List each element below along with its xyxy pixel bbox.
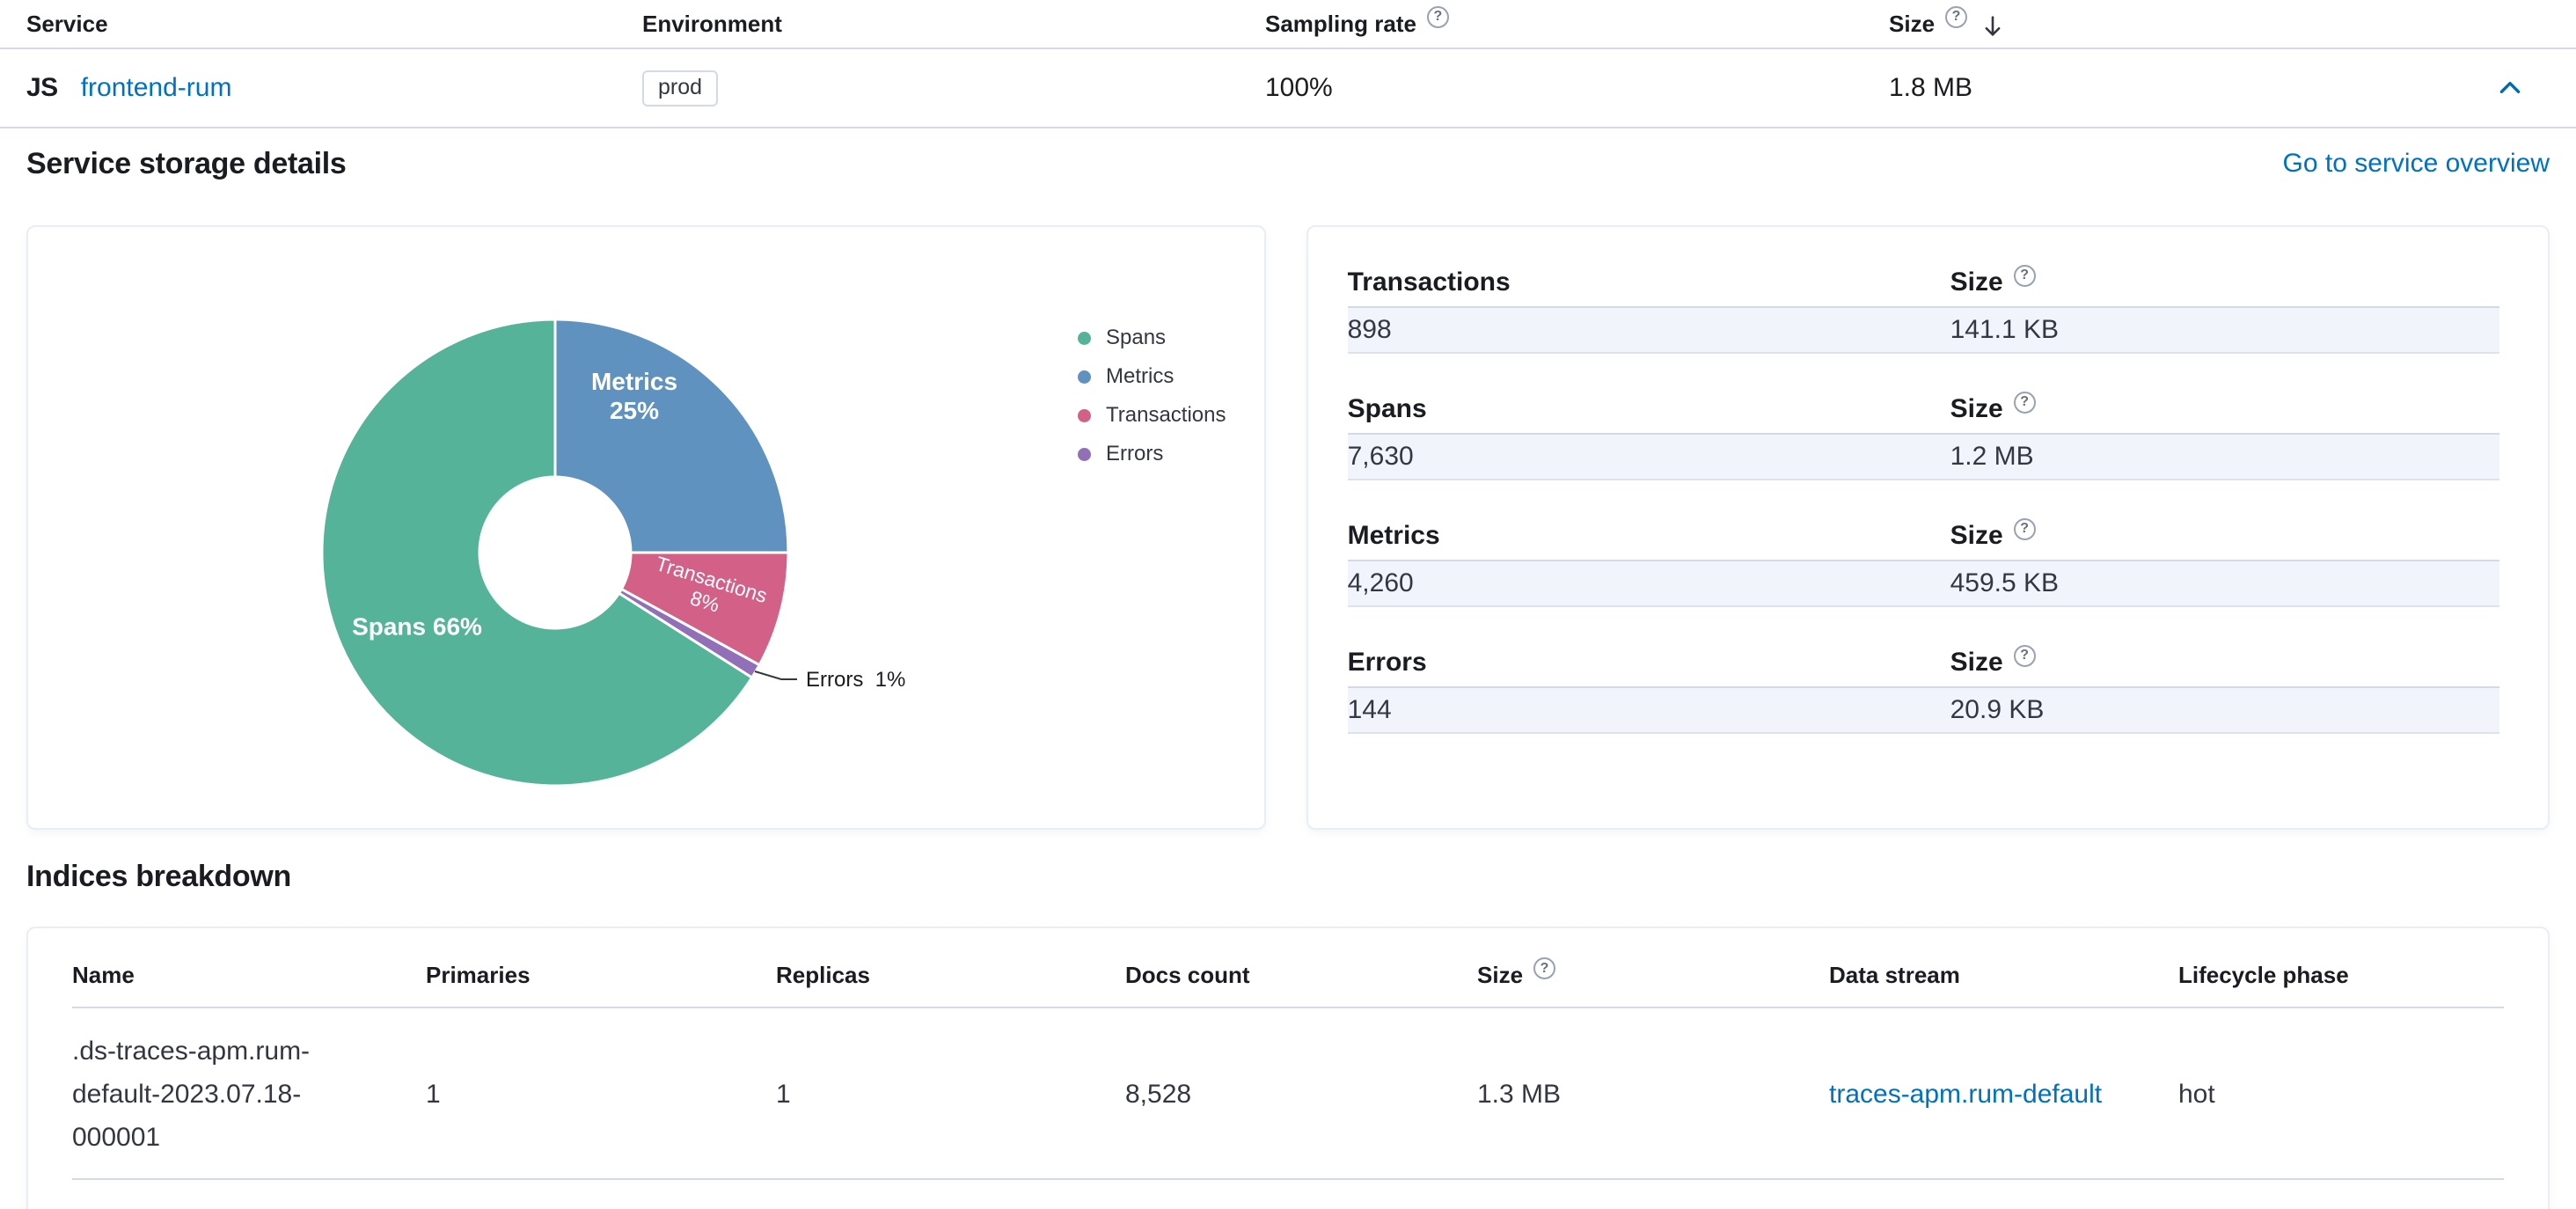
indices-table-header: Name Primaries Replicas Docs count Size … xyxy=(72,957,2504,1008)
legend-dot xyxy=(1078,370,1091,384)
stat-size: 141.1 KB xyxy=(1950,315,2060,344)
stat-count: 4,260 xyxy=(1347,568,1414,597)
col-replicas: Replicas xyxy=(776,962,870,988)
col-lifecycle-phase: Lifecycle phase xyxy=(2178,962,2349,988)
sort-descending-icon xyxy=(1985,16,2001,36)
docs-count-cell: 8,528 xyxy=(1125,1079,1192,1109)
page-title: Service storage details xyxy=(26,146,347,180)
data-stream-link[interactable]: traces-apm.rum-default xyxy=(1829,1079,2103,1109)
donut-slice-spans[interactable] xyxy=(320,318,754,788)
stat-row: 4,260 459.5 KB xyxy=(1347,561,2499,607)
stat-row: 7,630 1.2 MB xyxy=(1347,435,2499,480)
stat-count: 144 xyxy=(1347,695,1392,724)
stat-size-header: Size xyxy=(1950,517,2499,551)
environment-cell: prod xyxy=(642,70,1265,106)
table-row: .ds-traces-apm.rum-default-2023.07.18-00… xyxy=(72,1008,2504,1180)
legend-dot xyxy=(1078,331,1091,345)
question-in-circle-icon[interactable] xyxy=(1533,957,1556,979)
sampling-rate-cell: 100% xyxy=(1265,73,1333,102)
primaries-cell: 1 xyxy=(426,1079,441,1109)
storage-donut-chart[interactable] xyxy=(28,227,1266,828)
stat-table-metrics: Metrics Size 4,260 459.5 KB xyxy=(1347,517,2499,607)
question-in-circle-icon[interactable] xyxy=(1426,5,1449,28)
lifecycle-phase-cell: hot xyxy=(2178,1079,2215,1109)
service-cell: JS frontend-rum xyxy=(26,73,642,103)
stat-row: 898 141.1 KB xyxy=(1347,308,2499,354)
col-data-stream: Data stream xyxy=(1829,962,1960,988)
size-cell: 1.3 MB xyxy=(1477,1079,1562,1109)
legend-label: Transactions xyxy=(1106,403,1226,427)
question-in-circle-icon[interactable] xyxy=(2013,517,2036,540)
stat-label: Spans xyxy=(1347,394,1427,423)
col-sampling-rate: Sampling rate xyxy=(1265,5,1889,38)
service-link[interactable]: frontend-rum xyxy=(80,73,232,102)
stat-size-header: Size xyxy=(1950,391,2499,424)
storage-donut-panel: Metrics 25% Spans 66% Transactions 8% Erro… xyxy=(26,225,1266,830)
legend-item-spans[interactable]: Spans xyxy=(1078,319,1226,357)
stat-size-header: Size xyxy=(1950,264,2499,297)
stat-row: 144 20.9 KB xyxy=(1347,688,2499,734)
question-in-circle-icon[interactable] xyxy=(1945,5,1968,28)
stat-size-header: Size xyxy=(1950,644,2499,678)
chevron-up-icon xyxy=(2499,81,2521,93)
stat-table-transactions: Transactions Size 898 141.1 KB xyxy=(1347,264,2499,354)
legend-item-transactions[interactable]: Transactions xyxy=(1078,396,1226,435)
question-in-circle-icon[interactable] xyxy=(2013,391,2036,414)
service-table-header: Service Environment Sampling rate Size xyxy=(0,0,2576,49)
storage-details-panels: Metrics 25% Spans 66% Transactions 8% Erro… xyxy=(0,225,2576,830)
legend-label: Spans xyxy=(1106,326,1167,349)
service-table-row: JS frontend-rum prod 100% 1.8 MB xyxy=(0,49,2576,128)
indices-breakdown-title: Indices breakdown xyxy=(26,859,291,893)
col-docs-count: Docs count xyxy=(1125,962,1250,988)
col-name: Name xyxy=(72,962,135,988)
stat-label: Errors xyxy=(1347,648,1427,677)
size-cell: 1.8 MB xyxy=(1889,73,1973,102)
donut-slice-transactions[interactable] xyxy=(619,551,790,667)
chart-legend: Spans Metrics Transactions Errors xyxy=(1078,319,1226,473)
errors-callout-line xyxy=(754,670,797,680)
storage-stats-panel: Transactions Size 898 141.1 KB Spans Siz… xyxy=(1306,225,2550,830)
legend-dot xyxy=(1078,408,1091,422)
storage-details-header: Service storage details Go to service ov… xyxy=(0,128,2576,181)
legend-item-metrics[interactable]: Metrics xyxy=(1078,357,1226,396)
question-in-circle-icon[interactable] xyxy=(2013,644,2036,667)
stat-count: 7,630 xyxy=(1347,442,1414,471)
indices-table-panel: Name Primaries Replicas Docs count Size … xyxy=(26,927,2550,1209)
data-stream-cell: traces-apm.rum-default xyxy=(1829,1080,2178,1110)
legend-dot xyxy=(1078,447,1091,461)
javascript-agent-icon: JS xyxy=(26,73,58,102)
question-in-circle-icon[interactable] xyxy=(2013,264,2036,287)
col-environment: Environment xyxy=(642,10,782,37)
stat-label: Metrics xyxy=(1347,521,1440,550)
stat-label: Transactions xyxy=(1347,267,1511,297)
legend-item-errors[interactable]: Errors xyxy=(1078,435,1226,473)
legend-label: Metrics xyxy=(1106,364,1175,388)
col-primaries: Primaries xyxy=(426,962,531,988)
stat-size: 459.5 KB xyxy=(1950,568,2060,597)
index-name-cell: .ds-traces-apm.rum-default-2023.07.18-00… xyxy=(72,1037,311,1152)
stat-count: 898 xyxy=(1347,315,1392,344)
stat-table-spans: Spans Size 7,630 1.2 MB xyxy=(1347,391,2499,480)
donut-slice-metrics[interactable] xyxy=(553,318,790,554)
replicas-cell: 1 xyxy=(776,1079,791,1109)
go-to-service-overview-link[interactable]: Go to service overview xyxy=(2282,149,2550,178)
legend-label: Errors xyxy=(1106,442,1164,465)
col-size[interactable]: Size xyxy=(1889,5,2470,38)
stat-table-errors: Errors Size 144 20.9 KB xyxy=(1347,644,2499,734)
indices-breakdown-header: Indices breakdown xyxy=(0,830,2576,893)
stat-size: 1.2 MB xyxy=(1950,442,2034,471)
environment-badge: prod xyxy=(642,70,719,106)
col-service: Service xyxy=(26,10,108,37)
collapse-row-button[interactable] xyxy=(2495,73,2525,103)
col-size: Size xyxy=(1477,957,1829,989)
stat-size: 20.9 KB xyxy=(1950,695,2045,724)
